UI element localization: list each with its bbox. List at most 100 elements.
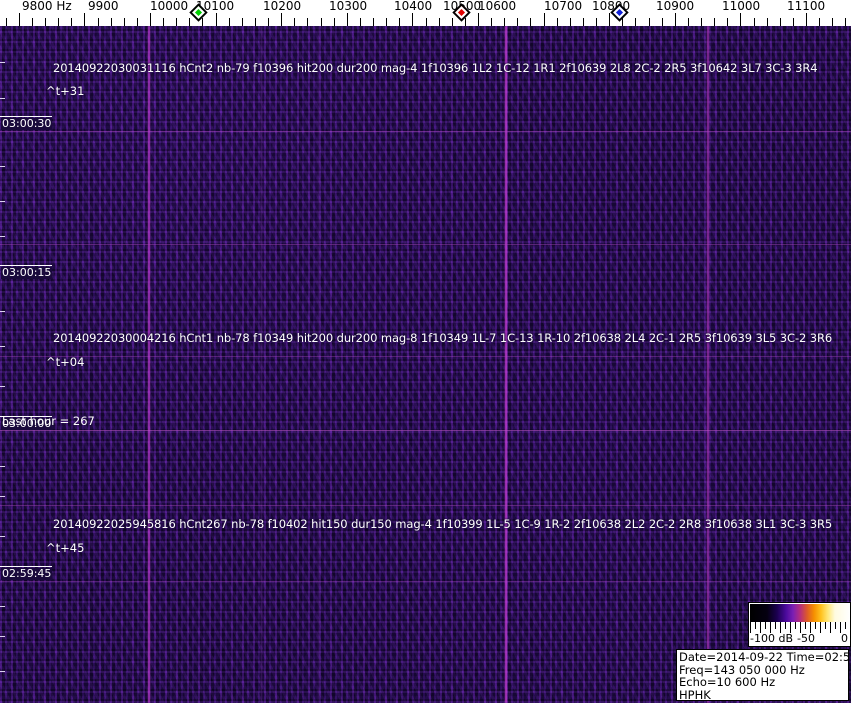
ruler-minor-tick — [688, 18, 689, 26]
ruler-minor-tick — [32, 18, 33, 26]
ruler-major-tick — [675, 13, 676, 26]
noise-band-horizontal — [0, 581, 851, 582]
time-label: 03:00:15 — [1, 266, 53, 279]
ruler-minor-tick — [767, 18, 768, 26]
ruler-major-tick — [740, 13, 741, 26]
ruler-minor-tick — [137, 18, 138, 26]
colorbar-tick — [845, 622, 846, 629]
time-minor-tick — [0, 201, 5, 202]
ruler-label-9900: 9900 — [88, 0, 119, 13]
ruler-major-tick — [478, 13, 479, 26]
colorbar-tick — [795, 622, 796, 629]
ruler-minor-tick — [426, 18, 427, 26]
time-rule — [0, 116, 52, 117]
ruler-label-10300: 10300 — [329, 0, 368, 13]
info-date-time: Date=2014-09-22 Time=02:57 UTC — [679, 650, 851, 664]
time-rule — [0, 416, 52, 417]
time-rule — [0, 265, 52, 266]
spectrogram-canvas[interactable]: 03:00:30 03:00:15 03:00:00 02:59:45 2014092… — [0, 26, 851, 703]
last-hour-counter: Last hour = 267 — [2, 414, 95, 428]
colorbar-tick — [820, 622, 821, 633]
frequency-ruler[interactable]: 9800 Hz990010000101001020010300104001050… — [0, 0, 851, 26]
ruler-minor-tick — [176, 18, 177, 26]
carrier-line-vertical — [505, 26, 507, 703]
ruler-minor-tick — [98, 18, 99, 26]
ruler-label-10000: 10000 — [150, 0, 189, 13]
colorbar: -100 dB -50 0 — [748, 602, 851, 647]
carrier-line-vertical — [318, 26, 319, 703]
ruler-minor-tick — [714, 18, 715, 26]
ruler-label-11100: 11100 — [787, 0, 826, 13]
time-minor-tick — [0, 671, 5, 672]
ruler-minor-tick — [819, 18, 820, 26]
ruler-major-tick — [609, 13, 610, 26]
ruler-major-tick — [84, 13, 85, 26]
ruler-minor-tick — [504, 18, 505, 26]
noise-band-horizontal — [0, 131, 851, 132]
ruler-minor-tick — [635, 18, 636, 26]
time-label: 02:59:45 — [1, 567, 53, 580]
ruler-minor-tick — [754, 18, 755, 26]
time-minor-tick — [0, 166, 5, 167]
colorbar-tick — [810, 622, 811, 633]
ruler-minor-tick — [557, 18, 558, 26]
ruler-minor-tick — [71, 18, 72, 26]
colorbar-labels: -100 dB -50 0 — [749, 632, 850, 646]
ruler-minor-tick — [845, 18, 846, 26]
ruler-minor-tick — [622, 18, 623, 26]
ruler-minor-tick — [662, 18, 663, 26]
ruler-minor-tick — [268, 18, 269, 26]
ruler-minor-tick — [373, 18, 374, 26]
ruler-major-tick — [281, 13, 282, 26]
ruler-label-10600: 10600 — [478, 0, 517, 13]
ruler-minor-tick — [6, 18, 7, 26]
ruler-minor-tick — [163, 18, 164, 26]
ruler-major-tick — [216, 13, 217, 26]
colorbar-tick — [835, 622, 836, 629]
colorbar-gradient — [750, 604, 850, 622]
ruler-minor-tick — [491, 18, 492, 26]
colorbar-tick — [840, 622, 841, 633]
colorbar-tick — [790, 622, 791, 633]
ruler-minor-tick — [793, 18, 794, 26]
ruler-minor-tick — [294, 18, 295, 26]
colorbar-tick — [780, 622, 781, 633]
noise-band-horizontal — [0, 430, 851, 431]
time-minor-tick — [0, 62, 5, 63]
colorbar-tick — [815, 622, 816, 629]
ruler-major-tick — [347, 13, 348, 26]
ruler-minor-tick — [701, 18, 702, 26]
ruler-minor-tick — [242, 18, 243, 26]
ruler-minor-tick — [649, 18, 650, 26]
time-minor-tick — [0, 236, 5, 237]
ruler-minor-tick — [452, 18, 453, 26]
time-minor-tick — [0, 606, 5, 607]
ruler-minor-tick — [202, 18, 203, 26]
colorbar-tick — [785, 622, 786, 629]
colorbar-tick — [830, 622, 831, 633]
ruler-minor-tick — [58, 18, 59, 26]
ruler-major-tick — [150, 13, 151, 26]
ruler-minor-tick — [570, 18, 571, 26]
ruler-minor-tick — [124, 18, 125, 26]
ruler-major-tick — [19, 13, 20, 26]
colorbar-tick — [770, 622, 771, 633]
time-minor-tick — [0, 346, 5, 347]
colorbar-tick — [775, 622, 776, 629]
ruler-minor-tick — [321, 18, 322, 26]
colorbar-min-label: -100 dB — [750, 632, 793, 645]
carrier-line-vertical — [707, 26, 709, 703]
detection-text: 20140922025945816 hCnt267 nb-78 f10402 h… — [53, 517, 833, 531]
time-minor-tick — [0, 311, 5, 312]
detection-text: 20140922030004216 hCnt1 nb-78 f10349 hit… — [53, 331, 833, 345]
ruler-minor-tick — [334, 18, 335, 26]
time-minor-tick — [0, 536, 5, 537]
ruler-minor-tick — [780, 18, 781, 26]
ruler-label-10400: 10400 — [394, 0, 433, 13]
info-frequency: Freq=143 050 000 Hz — [679, 662, 805, 677]
ruler-label-10200: 10200 — [263, 0, 302, 13]
noise-floor — [0, 26, 851, 703]
ruler-minor-tick — [465, 18, 466, 26]
time-label: 03:00:30 — [1, 117, 53, 130]
